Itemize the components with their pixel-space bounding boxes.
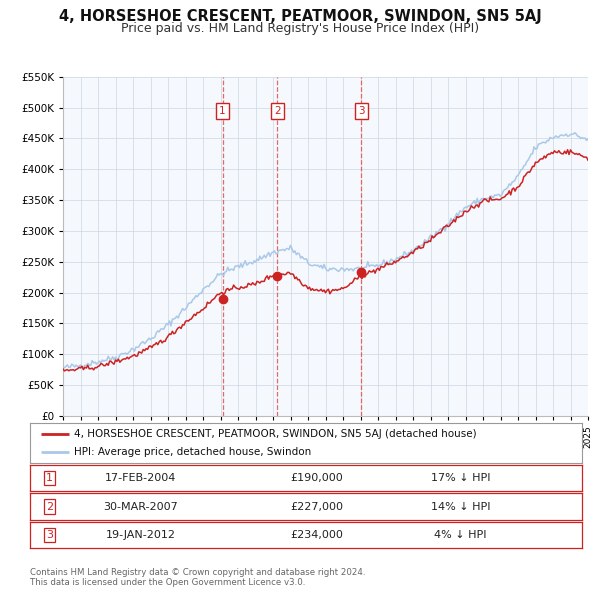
Text: £234,000: £234,000 <box>290 530 343 540</box>
Text: HPI: Average price, detached house, Swindon: HPI: Average price, detached house, Swin… <box>74 447 311 457</box>
Text: 2: 2 <box>46 502 53 512</box>
Text: 3: 3 <box>358 106 365 116</box>
Text: Price paid vs. HM Land Registry's House Price Index (HPI): Price paid vs. HM Land Registry's House … <box>121 22 479 35</box>
Text: 2: 2 <box>274 106 281 116</box>
Text: 17% ↓ HPI: 17% ↓ HPI <box>431 473 490 483</box>
Text: 17-FEB-2004: 17-FEB-2004 <box>105 473 176 483</box>
Text: 4% ↓ HPI: 4% ↓ HPI <box>434 530 487 540</box>
Text: 1: 1 <box>46 473 53 483</box>
Text: 14% ↓ HPI: 14% ↓ HPI <box>431 502 490 512</box>
Text: 3: 3 <box>46 530 53 540</box>
Text: 30-MAR-2007: 30-MAR-2007 <box>103 502 178 512</box>
Text: 4, HORSESHOE CRESCENT, PEATMOOR, SWINDON, SN5 5AJ (detached house): 4, HORSESHOE CRESCENT, PEATMOOR, SWINDON… <box>74 429 477 439</box>
Text: £227,000: £227,000 <box>290 502 344 512</box>
Text: Contains HM Land Registry data © Crown copyright and database right 2024.
This d: Contains HM Land Registry data © Crown c… <box>30 568 365 587</box>
Text: 19-JAN-2012: 19-JAN-2012 <box>106 530 175 540</box>
Text: £190,000: £190,000 <box>290 473 343 483</box>
Text: 4, HORSESHOE CRESCENT, PEATMOOR, SWINDON, SN5 5AJ: 4, HORSESHOE CRESCENT, PEATMOOR, SWINDON… <box>59 9 541 24</box>
Text: 1: 1 <box>219 106 226 116</box>
